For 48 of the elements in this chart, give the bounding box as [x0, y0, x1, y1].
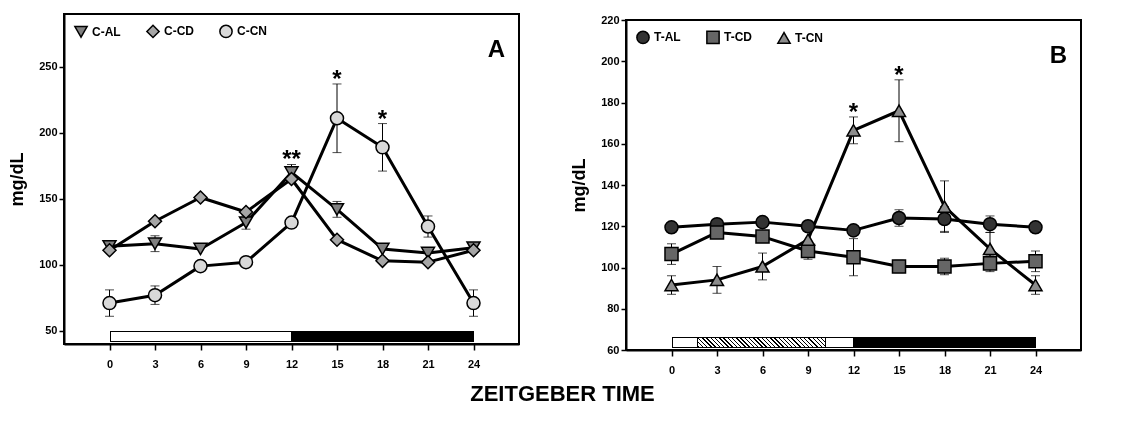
- legend-label: T-CN: [795, 30, 823, 45]
- legend-label: C-CN: [237, 24, 267, 39]
- annotation: *: [848, 97, 859, 125]
- x-tick-label: 21: [984, 363, 997, 376]
- x-tick-label: 24: [1029, 363, 1043, 376]
- x-tick-label: 24: [467, 357, 481, 370]
- annotation: B: [1049, 41, 1067, 68]
- y-tick-label: 200: [601, 54, 620, 67]
- y-tick-label: 150: [39, 192, 58, 205]
- x-tick-label: 21: [422, 357, 435, 370]
- annotation: *: [377, 104, 388, 132]
- y-axis-title: mg/dL: [7, 152, 28, 207]
- legend-label: C-CD: [164, 24, 195, 39]
- x-tick-label: 3: [714, 363, 721, 376]
- annotation: *: [332, 64, 343, 92]
- y-tick-label: 100: [39, 258, 58, 271]
- y-tick-label: 180: [601, 96, 620, 108]
- y-tick-label: 100: [601, 261, 620, 273]
- legend-label: C-AL: [92, 24, 121, 39]
- y-tick-label: 220: [601, 13, 620, 26]
- legend-label: T-AL: [654, 30, 681, 45]
- x-tick-label: 18: [938, 363, 952, 376]
- y-tick-label: 60: [607, 343, 620, 356]
- x-tick-label: 0: [668, 363, 676, 376]
- y-tick-label: 80: [607, 302, 620, 315]
- x-tick-label: 15: [331, 357, 344, 370]
- x-tick-label: 15: [893, 363, 906, 376]
- x-tick-label: 18: [376, 357, 390, 370]
- x-tick-label: 3: [152, 357, 159, 370]
- x-axis-title: ZEITGEBER TIME: [469, 381, 656, 407]
- x-tick-label: 0: [106, 357, 114, 370]
- y-axis-title: mg/dL: [569, 158, 590, 213]
- x-tick-label: 9: [805, 363, 812, 376]
- annotation: A: [487, 35, 505, 62]
- x-tick-label: 6: [759, 363, 767, 376]
- y-tick-label: 120: [601, 219, 620, 232]
- annotation: *: [894, 60, 905, 88]
- x-tick-label: 6: [197, 357, 205, 370]
- x-tick-label: 12: [847, 363, 861, 376]
- y-tick-label: 250: [39, 60, 58, 73]
- x-tick-label: 9: [243, 357, 250, 370]
- y-tick-label: 200: [39, 126, 58, 139]
- x-tick-label: 12: [285, 357, 299, 370]
- annotation: **: [282, 145, 302, 173]
- y-tick-label: 50: [45, 324, 58, 337]
- y-tick-label: 140: [601, 178, 620, 191]
- legend-label: T-CD: [724, 30, 753, 45]
- y-tick-label: 160: [601, 137, 620, 150]
